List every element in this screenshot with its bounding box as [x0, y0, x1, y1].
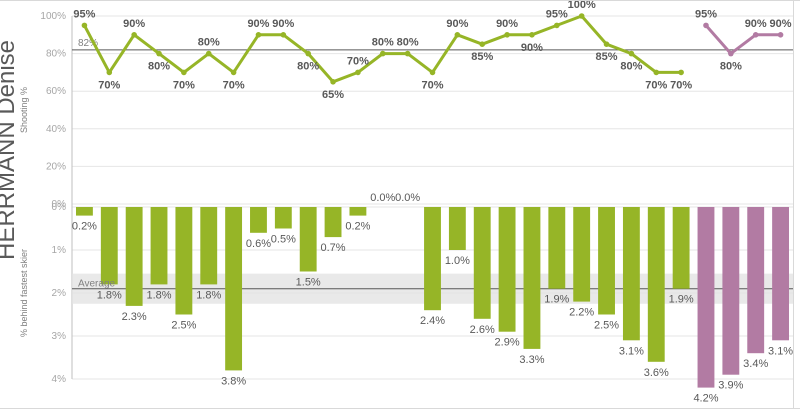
svg-text:1.9%: 1.9% [669, 294, 694, 306]
svg-text:90%: 90% [272, 18, 294, 30]
svg-text:80%: 80% [46, 49, 66, 60]
svg-text:95%: 95% [73, 8, 95, 20]
svg-text:2.5%: 2.5% [594, 320, 619, 332]
svg-text:2%: 2% [52, 288, 67, 299]
svg-text:0.2%: 0.2% [345, 221, 370, 233]
svg-text:70%: 70% [223, 79, 245, 91]
svg-text:100%: 100% [568, 1, 596, 11]
svg-text:2.2%: 2.2% [569, 307, 594, 319]
svg-text:3.8%: 3.8% [221, 375, 246, 387]
svg-text:90%: 90% [496, 18, 518, 30]
svg-text:80%: 80% [720, 61, 742, 73]
svg-text:3.1%: 3.1% [619, 345, 644, 357]
svg-text:70%: 70% [645, 79, 667, 91]
svg-text:1.0%: 1.0% [445, 255, 470, 267]
svg-text:2.5%: 2.5% [171, 320, 196, 332]
svg-text:0.0%: 0.0% [395, 192, 420, 204]
svg-text:80%: 80% [372, 37, 394, 49]
svg-text:60%: 60% [46, 86, 66, 97]
svg-text:1.5%: 1.5% [296, 277, 321, 289]
svg-text:1.9%: 1.9% [544, 294, 569, 306]
svg-text:% behind fastest skier: % behind fastest skier [19, 249, 29, 337]
svg-text:0.2%: 0.2% [72, 221, 97, 233]
svg-text:70%: 70% [173, 79, 195, 91]
svg-text:90%: 90% [446, 18, 468, 30]
svg-text:90%: 90% [770, 18, 792, 30]
svg-text:90%: 90% [123, 18, 145, 30]
svg-text:90%: 90% [247, 18, 269, 30]
svg-text:70%: 70% [98, 79, 120, 91]
svg-text:0%: 0% [52, 202, 67, 213]
svg-text:90%: 90% [521, 42, 543, 54]
svg-text:2.4%: 2.4% [420, 315, 445, 327]
svg-text:2.3%: 2.3% [122, 311, 147, 323]
svg-text:3.3%: 3.3% [519, 354, 544, 366]
svg-text:85%: 85% [471, 51, 493, 63]
svg-text:80%: 80% [198, 37, 220, 49]
svg-text:3.1%: 3.1% [768, 345, 793, 357]
svg-text:0.0%: 0.0% [370, 192, 395, 204]
svg-text:80%: 80% [397, 37, 419, 49]
svg-text:90%: 90% [745, 18, 767, 30]
svg-text:1%: 1% [52, 245, 67, 256]
svg-text:100%: 100% [40, 11, 66, 22]
svg-text:70%: 70% [421, 79, 443, 91]
svg-text:95%: 95% [546, 8, 568, 20]
svg-text:70%: 70% [670, 79, 692, 91]
svg-text:95%: 95% [695, 8, 717, 20]
svg-text:4.2%: 4.2% [693, 393, 718, 405]
svg-text:80%: 80% [148, 61, 170, 73]
svg-text:1.8%: 1.8% [196, 289, 221, 301]
svg-text:3%: 3% [52, 331, 67, 342]
svg-text:3.9%: 3.9% [718, 380, 743, 392]
svg-text:65%: 65% [322, 89, 344, 101]
svg-text:80%: 80% [620, 61, 642, 73]
svg-text:3.4%: 3.4% [743, 358, 768, 370]
svg-text:2.6%: 2.6% [470, 324, 495, 336]
svg-text:85%: 85% [596, 51, 618, 63]
svg-text:3.6%: 3.6% [644, 367, 669, 379]
svg-text:Shooting %: Shooting % [19, 87, 29, 133]
svg-text:20%: 20% [46, 161, 66, 172]
svg-text:HERRMANN Denise: HERRMANN Denise [0, 40, 20, 260]
svg-text:70%: 70% [347, 55, 369, 67]
svg-text:80%: 80% [297, 61, 319, 73]
svg-text:0.7%: 0.7% [321, 242, 346, 254]
svg-text:2.9%: 2.9% [495, 337, 520, 349]
svg-text:0.6%: 0.6% [246, 238, 271, 250]
svg-text:4%: 4% [52, 374, 67, 385]
svg-text:1.8%: 1.8% [97, 289, 122, 301]
svg-text:Average: Average [78, 279, 116, 290]
svg-text:0.5%: 0.5% [271, 234, 296, 246]
svg-text:40%: 40% [46, 124, 66, 135]
svg-text:1.8%: 1.8% [146, 289, 171, 301]
